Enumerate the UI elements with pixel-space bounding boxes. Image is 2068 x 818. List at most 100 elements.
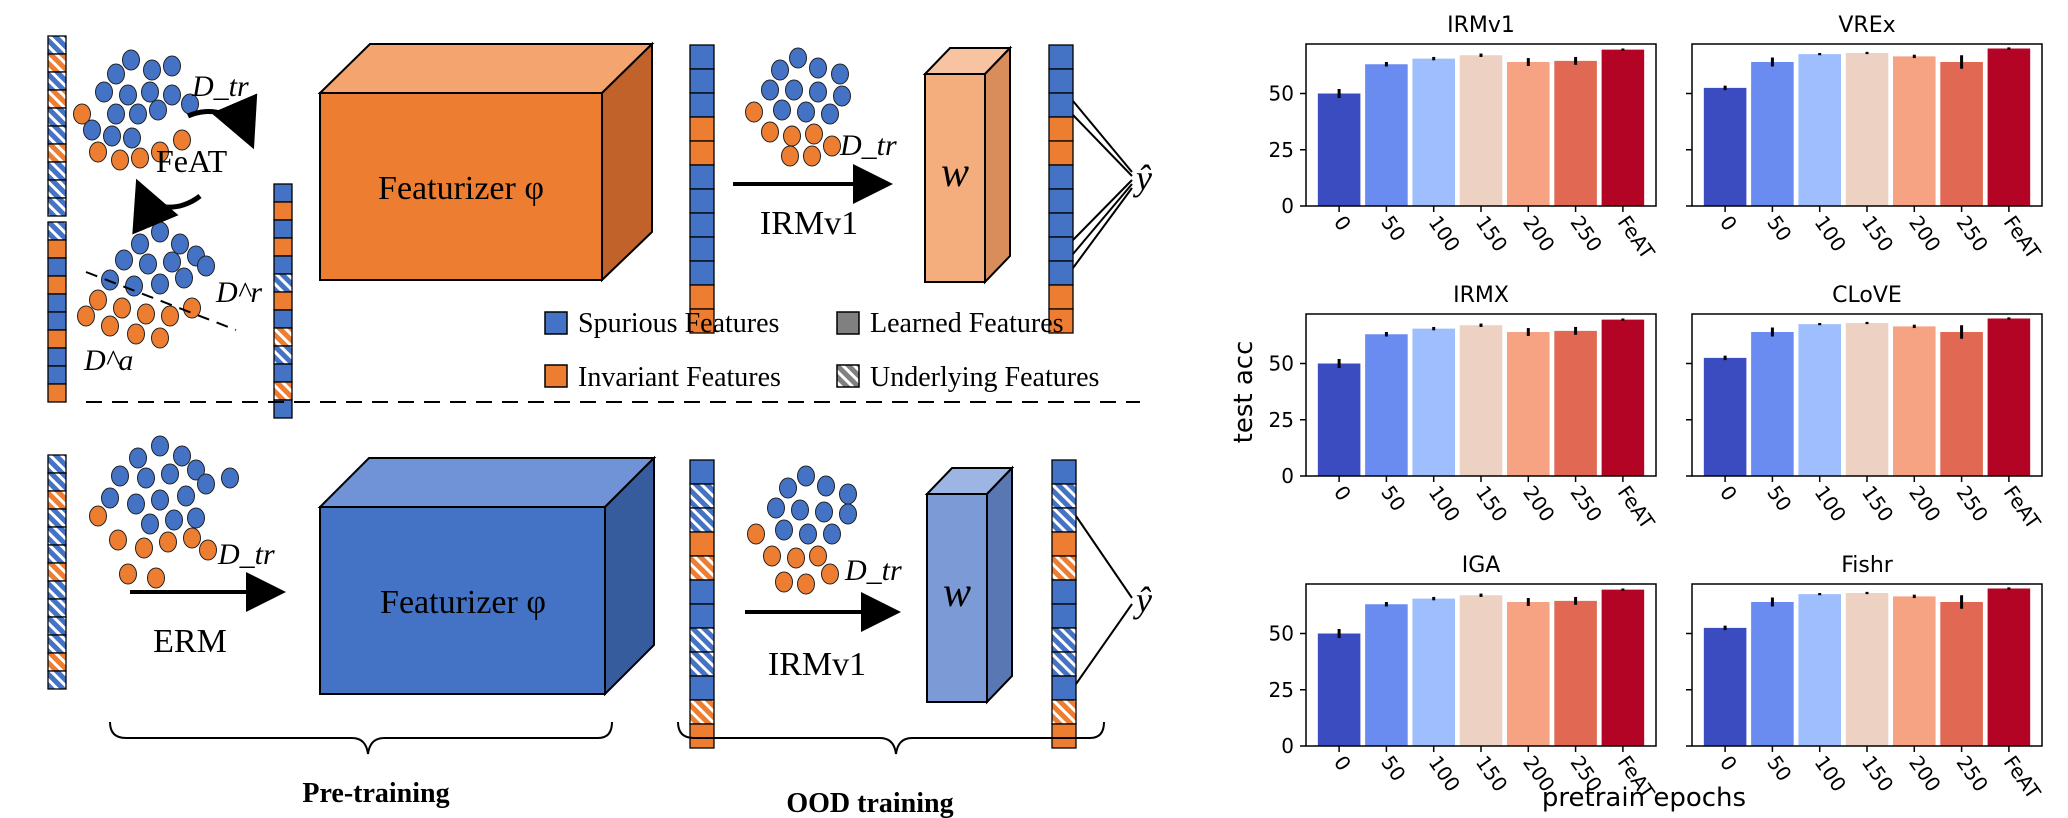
- data-point: [747, 523, 765, 545]
- feature-cell: [689, 140, 715, 166]
- data-point: [89, 289, 107, 311]
- data-point: [187, 459, 205, 481]
- feature-cell: [1051, 507, 1077, 533]
- pipeline-diagram: D_tr FeAT D^r D^a Featurizer φ IRMv1 D_t…: [47, 35, 1152, 818]
- data-point: [823, 135, 841, 157]
- data-point: [141, 513, 159, 535]
- data-point: [221, 467, 239, 489]
- data-point: [159, 531, 177, 553]
- data-point: [103, 125, 121, 147]
- data-point: [143, 59, 161, 81]
- classifier-box-bottom: [924, 465, 1015, 705]
- x-tick-label: 100: [1810, 211, 1852, 256]
- data-point: [173, 445, 191, 467]
- bar-feat: [1987, 318, 2031, 476]
- data-point: [745, 101, 763, 123]
- data-point: [839, 483, 857, 505]
- bar-0: [1317, 633, 1361, 746]
- feature-cell: [273, 309, 293, 329]
- data-point: [83, 119, 101, 141]
- feature-cell: [47, 89, 67, 109]
- data-point: [149, 99, 167, 121]
- bar-50: [1365, 64, 1408, 206]
- feature-cell: [273, 399, 293, 419]
- feature-cell: [1048, 188, 1074, 214]
- feature-cell: [47, 670, 67, 690]
- feature-cell: [689, 651, 715, 677]
- panel-title: Fishr: [1841, 553, 1894, 578]
- y-tick-label: 25: [1269, 678, 1294, 702]
- feature-cell: [1051, 603, 1077, 629]
- x-tick-label: 0: [1329, 751, 1356, 775]
- feature-cell: [689, 699, 715, 725]
- bar-250: [1554, 600, 1597, 746]
- feature-cell: [47, 35, 67, 55]
- legend-swatch-invariant: [544, 364, 568, 388]
- data-point: [165, 509, 183, 531]
- feature-cell: [47, 293, 67, 313]
- data-point: [127, 493, 145, 515]
- y-tick-label: 25: [1269, 138, 1294, 162]
- feature-cell: [689, 603, 715, 629]
- bar-150: [1459, 55, 1503, 206]
- x-tick-label: 0: [1329, 211, 1356, 235]
- data-point: [129, 103, 147, 125]
- data-point: [129, 447, 147, 469]
- panel-title: CLoVE: [1832, 283, 1902, 308]
- panel-title: IGA: [1462, 553, 1501, 578]
- augmented-data-label: D^a: [83, 344, 133, 377]
- legend-swatch-spurious: [544, 311, 568, 335]
- bar-0: [1703, 627, 1747, 746]
- feature-column-bottom-out: [1051, 459, 1077, 749]
- data-point: [147, 567, 165, 589]
- data-point: [151, 273, 169, 295]
- bar-200: [1507, 332, 1550, 476]
- x-tick-label: 150: [1857, 751, 1899, 796]
- bar-250: [1940, 332, 1983, 476]
- data-point: [775, 571, 793, 593]
- x-tick-label: FeAT: [1613, 481, 1660, 534]
- bar-200: [1507, 602, 1550, 746]
- x-tick-label: 0: [1715, 211, 1742, 235]
- feature-cell: [689, 236, 715, 262]
- feature-column-top-featurized: [689, 44, 715, 334]
- data-point: [163, 55, 181, 77]
- feature-column-top-left-2: [47, 221, 67, 403]
- feature-cell: [47, 71, 67, 91]
- data-point: [797, 465, 815, 487]
- x-tick-label: 0: [1715, 481, 1742, 505]
- feature-cell: [47, 634, 67, 654]
- feature-cell: [689, 675, 715, 701]
- feature-column-bottom-featurized: [689, 459, 715, 749]
- feature-cell: [1051, 627, 1077, 653]
- bar-200: [1507, 62, 1550, 206]
- data-point: [122, 49, 140, 71]
- x-tick-label: 150: [1857, 211, 1899, 256]
- feature-cell: [1048, 284, 1074, 310]
- chart-panel-irmx: IRMX 0 50 100 150 200 250 FeAT 0 25 50: [1269, 283, 1660, 534]
- bottom-ood-method-label: IRMv1: [768, 646, 866, 683]
- data-point: [95, 81, 113, 103]
- data-point: [119, 563, 137, 585]
- data-point: [125, 275, 143, 297]
- x-tick-label: 50: [1376, 751, 1410, 786]
- bottom-ood-data-label: D_tr: [844, 554, 902, 587]
- feature-cell: [47, 347, 67, 367]
- feature-cell: [689, 483, 715, 509]
- brace-pretraining: [109, 721, 613, 755]
- data-point: [809, 57, 827, 79]
- top-classifier-label: w: [941, 150, 969, 196]
- feature-cell: [47, 652, 67, 672]
- data-point: [123, 127, 141, 149]
- chart-ylabel: test acc: [1229, 341, 1259, 444]
- data-point: [151, 221, 169, 243]
- feature-cell: [689, 164, 715, 190]
- data-point: [199, 539, 217, 561]
- feature-cell: [47, 197, 67, 217]
- feature-cell: [689, 507, 715, 533]
- x-tick-label: 100: [1424, 481, 1466, 526]
- feature-cell: [689, 284, 715, 310]
- x-tick-label: 200: [1518, 481, 1560, 526]
- feature-column-top-left-1: [47, 35, 67, 217]
- panel-frame: [1305, 43, 1657, 207]
